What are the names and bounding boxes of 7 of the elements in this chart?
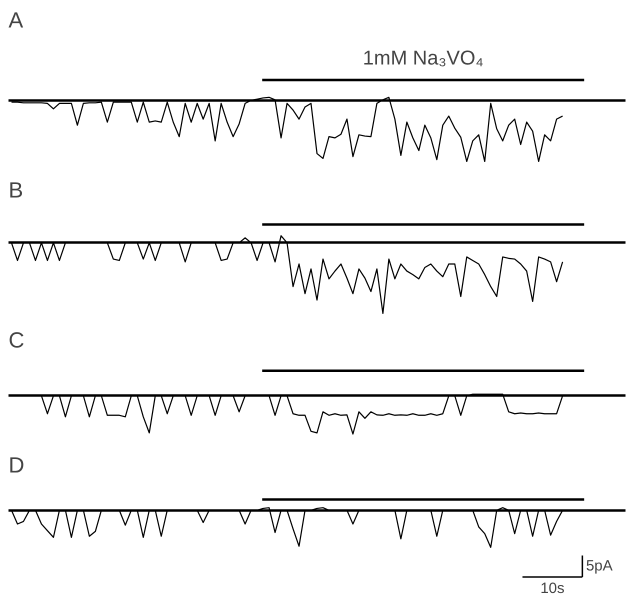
text: 10s [540, 580, 565, 597]
chart-title: D [8, 452, 24, 478]
text: 1mM Na₃VO₄ [362, 47, 484, 70]
chart-title: A [8, 8, 24, 32]
chart-title: C [8, 328, 24, 352]
chart-title: B [8, 178, 24, 202]
text: 5pA [586, 558, 613, 575]
